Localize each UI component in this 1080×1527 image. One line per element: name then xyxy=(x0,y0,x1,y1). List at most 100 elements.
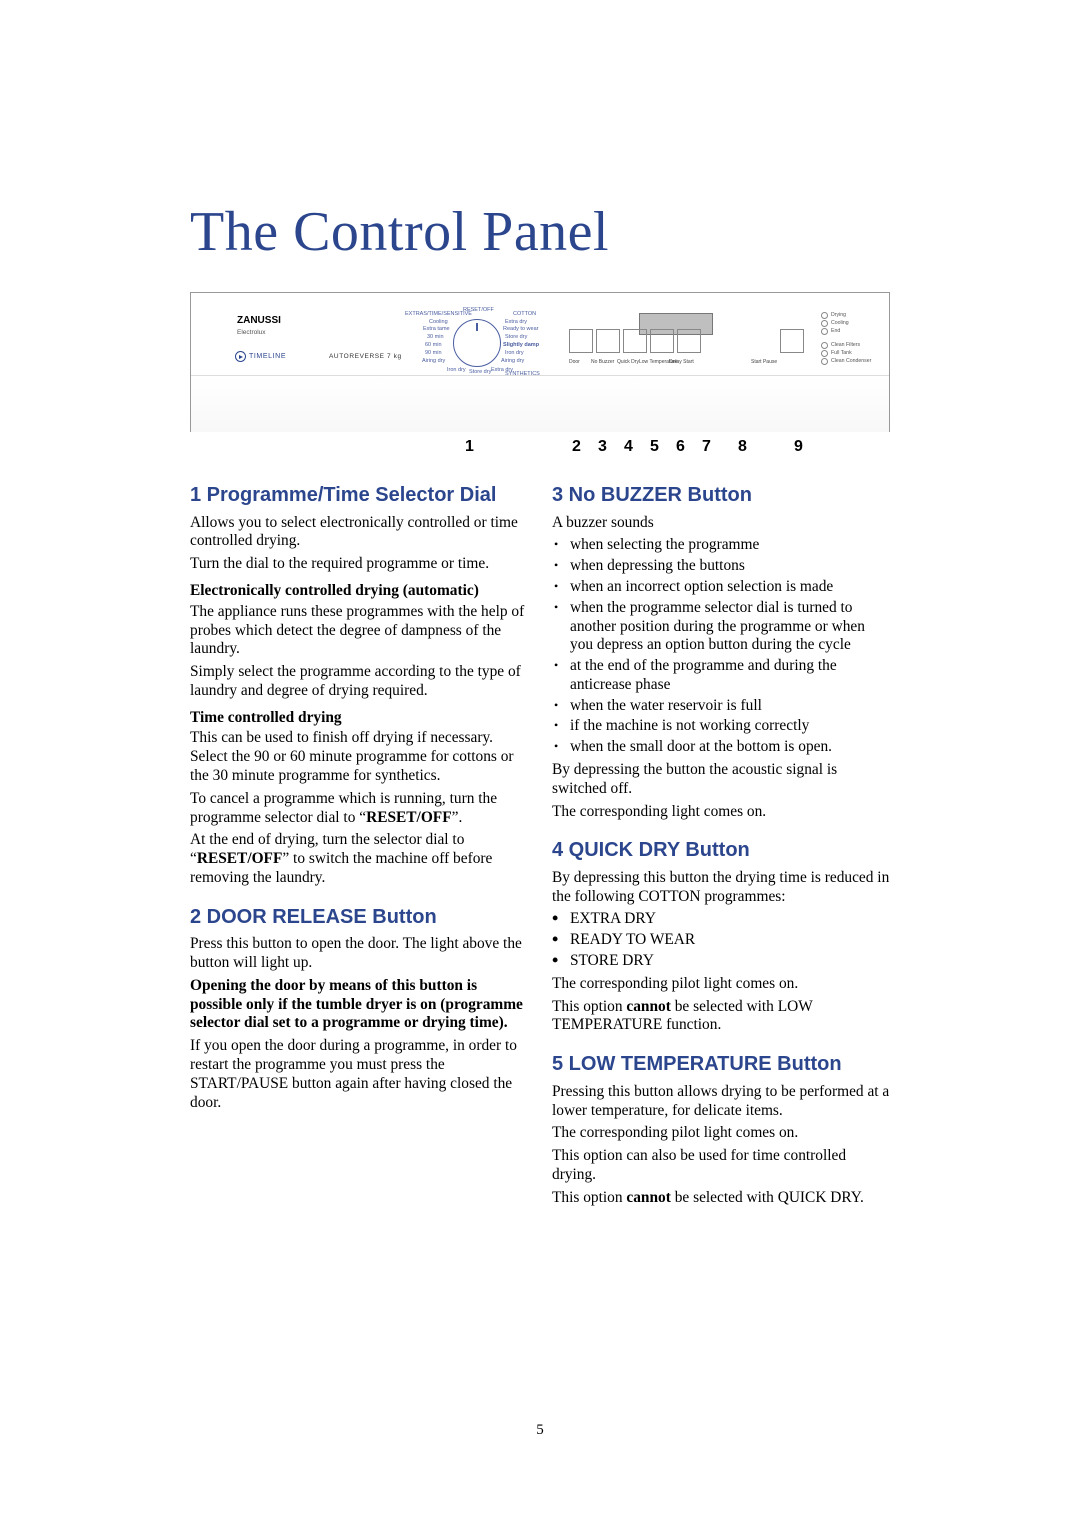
panel-status-lights: Drying Cooling End Clean Filters Full Ta… xyxy=(821,311,875,365)
btn-label-delay: Delay Start xyxy=(669,359,689,365)
s1-p1: Allows you to select electronically cont… xyxy=(190,514,528,552)
s2-p2: Opening the door by means of this button… xyxy=(190,977,523,1032)
page-title: The Control Panel xyxy=(190,200,890,264)
s4-p1c: cannot xyxy=(626,998,670,1015)
callout-5: 5 xyxy=(650,438,659,456)
dial-r2: Store dry xyxy=(505,334,527,340)
s5-p4c: be selected with QUICK DRY. xyxy=(671,1189,864,1206)
panel-lower-strip xyxy=(191,375,889,432)
s4-item: READY TO WEAR xyxy=(566,931,890,950)
dial-l1: Extra tame xyxy=(423,326,450,332)
callout-7: 7 xyxy=(702,438,711,456)
dial-l5: Airing dry xyxy=(422,358,445,364)
s2-p2-bold: Opening the door by means of this button… xyxy=(190,977,528,1033)
s2-p3: If you open the door during a programme,… xyxy=(190,1037,528,1112)
s3-item: when selecting the programme xyxy=(566,536,890,555)
dial-right-head: COTTON xyxy=(513,311,536,317)
lowtemp-button-illus xyxy=(650,329,674,353)
callout-3: 3 xyxy=(598,438,607,456)
dial-r5: Airing dry xyxy=(501,358,524,364)
selector-dial xyxy=(453,319,501,367)
callout-4: 4 xyxy=(624,438,633,456)
subbrand-label: Electrolux xyxy=(237,329,266,336)
s4-list: EXTRA DRY READY TO WEAR STORE DRY xyxy=(552,910,890,970)
section-3-head: 3 No BUZZER Button xyxy=(552,484,890,508)
dial-r4: Iron dry xyxy=(505,350,524,356)
s1-sub1: Electronically controlled drying (automa… xyxy=(190,582,528,601)
dial-left-head: EXTRAS/TIME/SENSITIVE xyxy=(405,311,472,317)
btn-label-quick: Quick Dry xyxy=(617,359,637,365)
light-end: End xyxy=(831,327,840,335)
s5-p3: This option can also be used for time co… xyxy=(552,1147,890,1185)
buzzer-button-illus xyxy=(596,329,620,353)
page: The Control Panel ZANUSSI Electrolux TIM… xyxy=(0,0,1080,1527)
dial-b0: Iron dry xyxy=(447,367,466,373)
callout-1: 1 xyxy=(465,438,474,456)
light-cooling: Cooling xyxy=(831,319,849,327)
light-tank: Full Tank xyxy=(831,349,852,357)
dial-l0: Cooling xyxy=(429,319,448,325)
s1-p6c: ”. xyxy=(452,809,463,826)
panel-buttons xyxy=(569,329,779,357)
callout-8: 8 xyxy=(738,438,747,456)
s4-item: EXTRA DRY xyxy=(566,910,890,929)
s4-p1b: This option xyxy=(552,998,626,1015)
s3-item: when the small door at the bottom is ope… xyxy=(566,738,890,757)
dial-l2: 30 min xyxy=(427,334,444,340)
s1-p4: Simply select the programme according to… xyxy=(190,663,528,701)
autoreverse-label: AUTOREVERSE 7 kg xyxy=(329,353,402,360)
section-2-head: 2 DOOR RELEASE Button xyxy=(190,906,528,930)
s5-p4: This option cannot be selected with QUIC… xyxy=(552,1189,890,1208)
quickdry-button-illus xyxy=(623,329,647,353)
s1-p5: This can be used to finish off drying if… xyxy=(190,729,528,785)
btn-label-lowtemp: Low Temperature xyxy=(639,359,667,365)
s5-p2: The corresponding pilot light comes on. xyxy=(552,1124,890,1143)
right-column: 3 No BUZZER Button A buzzer sounds when … xyxy=(552,484,890,1211)
s4-item: STORE DRY xyxy=(566,952,890,971)
s3-item: when depressing the buttons xyxy=(566,557,890,576)
s2-p1: Press this button to open the door. The … xyxy=(190,935,528,973)
s3-p1: By depressing the button the acoustic si… xyxy=(552,761,890,799)
door-button-illus xyxy=(569,329,593,353)
dial-l3: 60 min xyxy=(425,342,442,348)
btn-label-door: Door xyxy=(569,359,580,365)
control-panel-illustration: ZANUSSI Electrolux TIMELINE AUTOREVERSE … xyxy=(190,292,890,432)
s3-p2: The corresponding light comes on. xyxy=(552,803,890,822)
s3-item: when the water reservoir is full xyxy=(566,697,890,716)
s5-p4a: This option xyxy=(552,1189,626,1206)
s3-item: when the programme selector dial is turn… xyxy=(566,599,890,655)
s3-list: when selecting the programme when depres… xyxy=(552,536,890,757)
dial-l4: 90 min xyxy=(425,350,442,356)
callout-9: 9 xyxy=(794,438,803,456)
s5-p4b: cannot xyxy=(626,1189,670,1206)
brand-label: ZANUSSI xyxy=(237,315,281,326)
s3-intro: A buzzer sounds xyxy=(552,514,890,533)
play-icon xyxy=(235,351,246,362)
s1-sub2: Time controlled drying xyxy=(190,709,528,728)
btn-label-buzzer: No Buzzer xyxy=(591,359,611,365)
dial-r1: Ready to wear xyxy=(503,326,538,332)
dial-r0: Extra dry xyxy=(505,319,527,325)
s1-p7b: RESET/OFF xyxy=(197,850,283,867)
callout-2: 2 xyxy=(572,438,581,456)
callout-6: 6 xyxy=(676,438,685,456)
panel-upper-strip: ZANUSSI Electrolux TIMELINE AUTOREVERSE … xyxy=(191,293,889,376)
delay-button-illus xyxy=(677,329,701,353)
light-drying: Drying xyxy=(831,311,846,319)
s1-p2: Turn the dial to the required programme … xyxy=(190,555,528,574)
s1-p7: At the end of drying, turn the selector … xyxy=(190,831,528,887)
panel-callouts: 1 2 3 4 5 6 7 8 9 xyxy=(190,438,890,460)
startpause-button-illus xyxy=(780,329,804,353)
page-number: 5 xyxy=(536,1422,544,1439)
s1-p6: To cancel a programme which is running, … xyxy=(190,790,528,828)
s4-intro: By depressing this button the drying tim… xyxy=(552,869,890,907)
light-condenser: Clean Condenser xyxy=(831,357,871,365)
timeline-label: TIMELINE xyxy=(249,353,286,360)
s3-item: at the end of the programme and during t… xyxy=(566,657,890,695)
section-1-head: 1 Programme/Time Selector Dial xyxy=(190,484,528,508)
s3-item: if the machine is not working correctly xyxy=(566,717,890,736)
s5-p1: Pressing this button allows drying to be… xyxy=(552,1083,890,1121)
left-column: 1 Programme/Time Selector Dial Allows yo… xyxy=(190,484,528,1211)
s3-item: when an incorrect option selection is ma… xyxy=(566,578,890,597)
s1-p6b: RESET/OFF xyxy=(366,809,452,826)
